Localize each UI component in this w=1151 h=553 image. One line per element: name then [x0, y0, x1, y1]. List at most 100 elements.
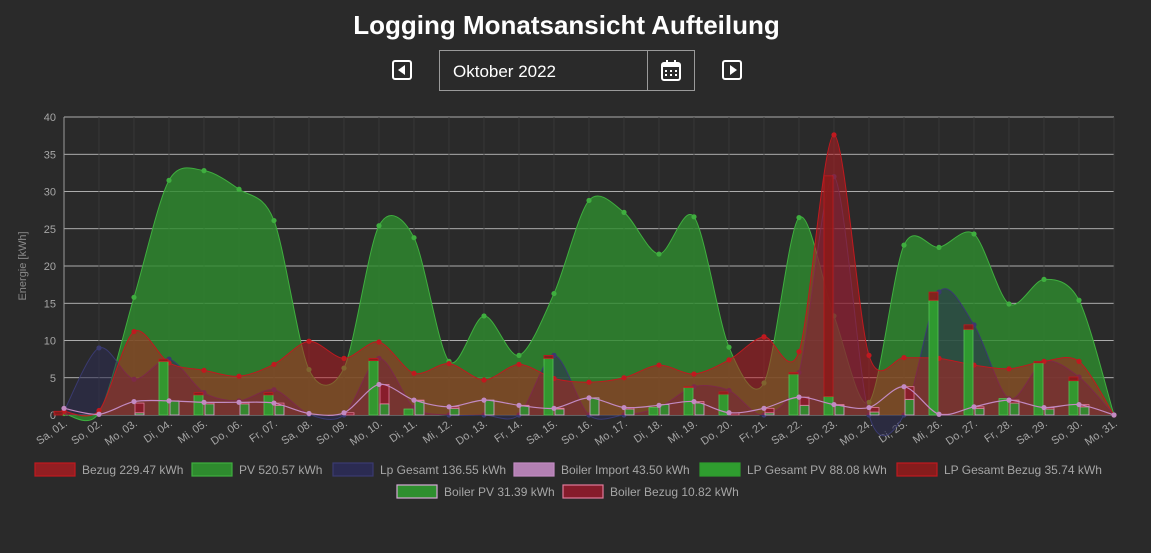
x-tick-label: Mo, 31. — [1083, 418, 1120, 449]
boiler-import-point — [1111, 412, 1117, 418]
y-tick-label: 5 — [50, 373, 56, 385]
boiler-pv-bar — [274, 404, 285, 416]
x-tick-label: Sa, 01. — [34, 418, 69, 448]
pv-series-point — [1076, 297, 1082, 303]
boiler-import-point — [901, 384, 907, 390]
bezug-series-point — [1076, 358, 1082, 364]
pv-series-point — [411, 235, 417, 241]
boiler-import-point — [1076, 401, 1082, 408]
boiler-pv-bar — [694, 402, 705, 416]
boiler-import-point — [306, 410, 312, 417]
bezug-series-point — [656, 362, 662, 368]
boiler-pv-bar — [904, 398, 915, 416]
lp-gesamt-pv-bar — [928, 299, 939, 416]
x-tick-label: Sa, 29. — [1014, 418, 1049, 448]
legend-label: Lp Gesamt 136.55 kWh — [380, 463, 506, 477]
lp-gesamt-pv-bar — [158, 360, 169, 416]
pv-series-line — [63, 167, 1115, 422]
bezug-series-point — [376, 339, 382, 345]
boiler-import-point — [166, 398, 172, 404]
boiler-bezug-bar — [379, 384, 390, 405]
x-tick-label: Di, 11. — [387, 418, 419, 446]
boiler-import-point — [691, 398, 697, 405]
pv-series-point — [166, 177, 172, 183]
bezug-series-point — [516, 361, 522, 367]
bezug-series-point — [411, 370, 417, 376]
pv-series-area — [64, 167, 1114, 421]
bezug-series-point — [446, 360, 452, 367]
boiler-pv-bar — [239, 403, 250, 416]
boiler-pv-bar — [1079, 406, 1090, 416]
legend-label: Boiler Import 43.50 kWh — [561, 463, 690, 477]
legend-swatch — [562, 484, 604, 499]
lp-gesamt-bezug-bar — [1068, 376, 1079, 382]
pv-series-point — [551, 290, 557, 297]
boiler-import-point — [796, 394, 802, 400]
boiler-import-point — [586, 395, 592, 401]
prev-arrow-icon — [398, 65, 405, 75]
pv-series-point — [726, 344, 732, 350]
boiler-import-point — [1041, 404, 1047, 411]
lp-gesamt-pv-bar — [403, 408, 414, 416]
next-month-button[interactable] — [722, 60, 742, 80]
x-tick-label: Fr, 21. — [737, 418, 769, 446]
legend-item[interactable]: Lp Gesamt 136.55 kWh — [332, 462, 506, 477]
boiler-import-point — [411, 397, 417, 403]
bezug-series-point — [796, 349, 802, 355]
legend-label: LP Gesamt Bezug 35.74 kWh — [944, 463, 1102, 477]
pv-series-point — [691, 214, 697, 220]
bezug-series-point — [201, 367, 207, 373]
pv-series-point — [621, 209, 627, 215]
x-tick-label: Mi, 05. — [176, 418, 210, 447]
legend-item[interactable]: Boiler Bezug 10.82 kWh — [562, 484, 739, 499]
boiler-import-point — [831, 401, 837, 408]
y-tick-label: 20 — [44, 261, 56, 273]
bezug-series-point — [726, 357, 732, 363]
lp-gesamt-bezug-bar — [53, 410, 64, 416]
y-tick-label: 25 — [44, 224, 56, 236]
legend-item[interactable]: Boiler Import 43.50 kWh — [513, 462, 690, 477]
lp-gesamt-pv-bar — [823, 395, 834, 416]
month-navigation: Oktober 2022 — [0, 50, 1151, 92]
x-tick-label: Fr, 14. — [492, 418, 524, 446]
x-tick-label: Mi, 26. — [911, 418, 945, 447]
legend-swatch — [191, 462, 233, 477]
legend-swatch — [896, 462, 938, 477]
legend-item[interactable]: Bezug 229.47 kWh — [34, 462, 183, 477]
lp-gesamt-pv-bar — [193, 394, 204, 416]
x-tick-label: Di, 18. — [632, 418, 665, 446]
boiler-import-point — [516, 402, 522, 408]
legend-item[interactable]: LP Gesamt Bezug 35.74 kWh — [896, 462, 1102, 477]
legend-swatch — [699, 462, 741, 477]
pv-series-point — [1006, 301, 1012, 307]
bezug-series-point — [306, 338, 312, 344]
boiler-pv-bar — [799, 404, 810, 416]
x-tick-label: So, 23. — [804, 418, 839, 448]
calendar-icon — [661, 60, 681, 81]
lp-gesamt-series-point — [96, 345, 102, 351]
legend-item[interactable]: PV 520.57 kWh — [191, 462, 322, 477]
x-tick-label: Do, 06. — [209, 418, 245, 448]
bezug-series-point — [901, 355, 907, 361]
legend-label: LP Gesamt PV 88.08 kWh — [747, 463, 887, 477]
bezug-series-point — [761, 334, 767, 340]
x-tick-label: Sa, 15. — [524, 418, 559, 448]
legend-item[interactable]: LP Gesamt PV 88.08 kWh — [699, 462, 887, 477]
x-tick-label: So, 30. — [1049, 418, 1084, 448]
calendar-button[interactable] — [647, 50, 695, 91]
boiler-import-point — [236, 399, 242, 405]
boiler-bezug-bar — [134, 402, 145, 414]
boiler-pv-bar — [1044, 408, 1055, 416]
x-tick-label: So, 02. — [69, 418, 104, 448]
month-input[interactable]: Oktober 2022 — [439, 50, 648, 91]
prev-month-button[interactable] — [392, 60, 412, 80]
legend-item[interactable]: Boiler PV 31.39 kWh — [396, 484, 555, 499]
pv-series-point — [481, 313, 487, 319]
x-tick-label: So, 09. — [314, 418, 349, 448]
lp-gesamt-bezug-bar — [928, 291, 939, 301]
lp-gesamt-pv-bar — [543, 357, 554, 416]
bezug-series-area — [64, 134, 1114, 417]
boiler-import-point — [201, 399, 207, 405]
bezug-series-point — [96, 407, 102, 414]
x-tick-label: So, 16. — [559, 418, 594, 448]
